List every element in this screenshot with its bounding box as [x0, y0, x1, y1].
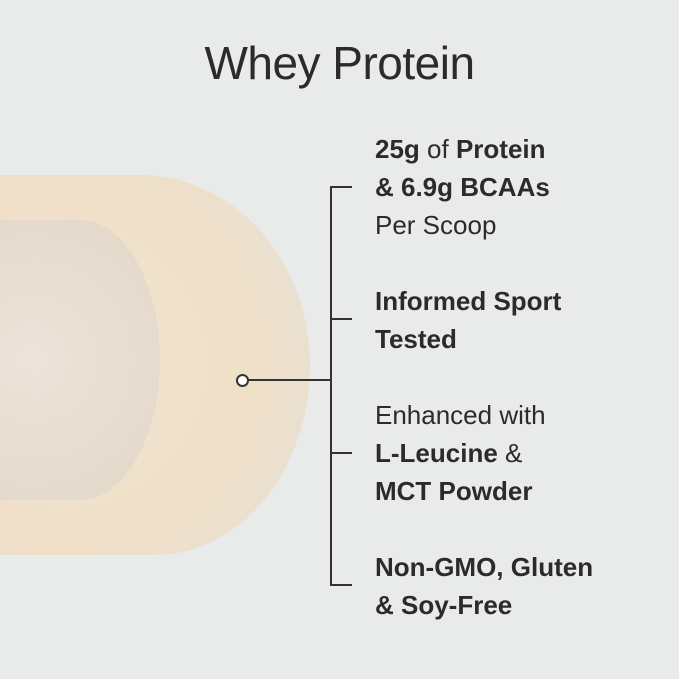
feature-text: Non-GMO, Gluten [375, 552, 594, 582]
feature-text: L-Leucine [375, 438, 498, 468]
page-title: Whey Protein [204, 37, 475, 89]
scoop-indent [0, 220, 160, 500]
pointer-dot [236, 374, 249, 387]
feature-text: Protein [455, 134, 546, 164]
feature-text: & Soy-Free [375, 590, 513, 620]
connector-line [246, 379, 331, 381]
feature-text: Per Scoop [375, 210, 497, 240]
feature-protein: 25g of Protein & 6.9g BCAAs Per Scoop [375, 130, 665, 244]
feature-text: of [427, 134, 449, 164]
feature-text: MCT Powder [375, 476, 533, 506]
feature-enhanced: Enhanced with L-Leucine & MCT Powder [375, 396, 665, 510]
tick [330, 584, 352, 586]
feature-text: Tested [375, 324, 457, 354]
tick [330, 452, 352, 454]
tick [330, 186, 352, 188]
feature-text: Enhanced with [375, 400, 546, 430]
feature-text: & [505, 438, 523, 468]
feature-informed-sport: Informed Sport Tested [375, 282, 665, 358]
feature-text: & 6.9g BCAAs [375, 172, 550, 202]
feature-text: Informed Sport [375, 286, 562, 316]
tick [330, 318, 352, 320]
bracket-line [330, 186, 332, 584]
feature-text: 25g [375, 134, 420, 164]
feature-non-gmo: Non-GMO, Gluten & Soy-Free [375, 548, 665, 624]
